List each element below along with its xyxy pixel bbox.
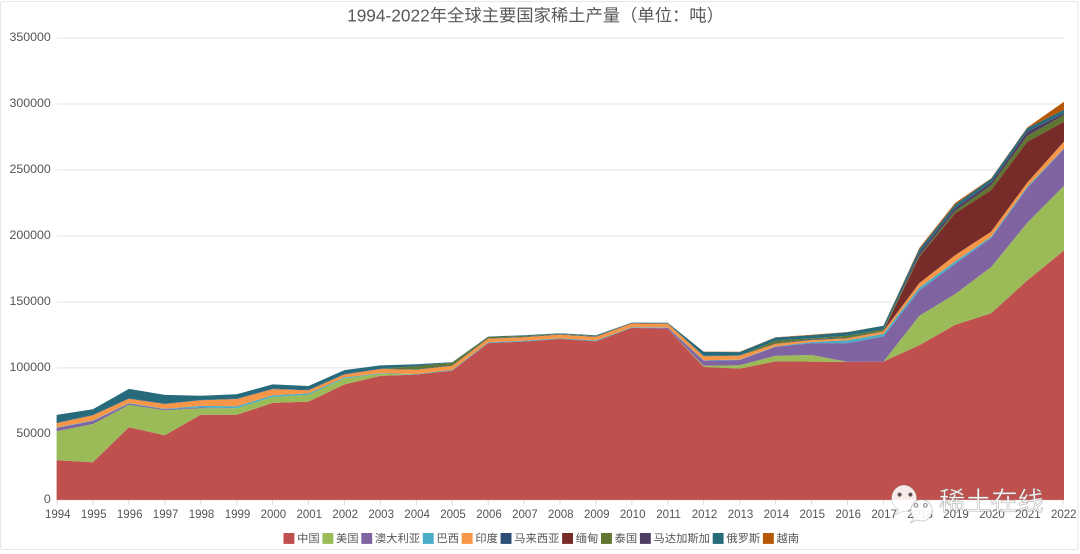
svg-text:1997: 1997 [153, 509, 179, 521]
svg-text:2016: 2016 [836, 509, 862, 521]
svg-text:100000: 100000 [9, 360, 50, 374]
svg-text:2005: 2005 [440, 509, 466, 521]
svg-text:2021: 2021 [1015, 509, 1041, 521]
svg-text:2001: 2001 [297, 509, 323, 521]
svg-text:2009: 2009 [584, 509, 610, 521]
svg-text:2015: 2015 [800, 509, 826, 521]
svg-text:1994-2022: 1994-2022 [347, 5, 430, 25]
svg-text:2007: 2007 [512, 509, 538, 521]
svg-text:2019: 2019 [943, 509, 969, 521]
svg-text:150000: 150000 [9, 294, 50, 308]
svg-text:1999: 1999 [225, 509, 251, 521]
svg-text:0: 0 [44, 492, 51, 506]
svg-text:2010: 2010 [620, 509, 646, 521]
svg-text:2011: 2011 [656, 509, 681, 521]
svg-text:2002: 2002 [332, 509, 358, 521]
svg-text:2000: 2000 [261, 509, 287, 521]
svg-text:1996: 1996 [117, 509, 143, 521]
svg-text:2003: 2003 [368, 509, 394, 521]
svg-text:2014: 2014 [764, 509, 790, 521]
svg-text:2013: 2013 [728, 509, 754, 521]
svg-text:350000: 350000 [9, 30, 50, 44]
svg-text:2017: 2017 [871, 509, 897, 521]
svg-text:50000: 50000 [16, 426, 51, 440]
svg-text:1994: 1994 [45, 509, 71, 521]
svg-text:1995: 1995 [81, 509, 107, 521]
svg-text:300000: 300000 [9, 96, 50, 110]
svg-text:2012: 2012 [692, 509, 718, 521]
svg-text:2022: 2022 [1051, 509, 1077, 521]
svg-text:2008: 2008 [548, 509, 574, 521]
svg-text:250000: 250000 [9, 162, 50, 176]
svg-text:2004: 2004 [404, 509, 430, 521]
svg-text:2006: 2006 [476, 509, 502, 521]
svg-text:1998: 1998 [189, 509, 215, 521]
svg-text:200000: 200000 [9, 228, 50, 242]
